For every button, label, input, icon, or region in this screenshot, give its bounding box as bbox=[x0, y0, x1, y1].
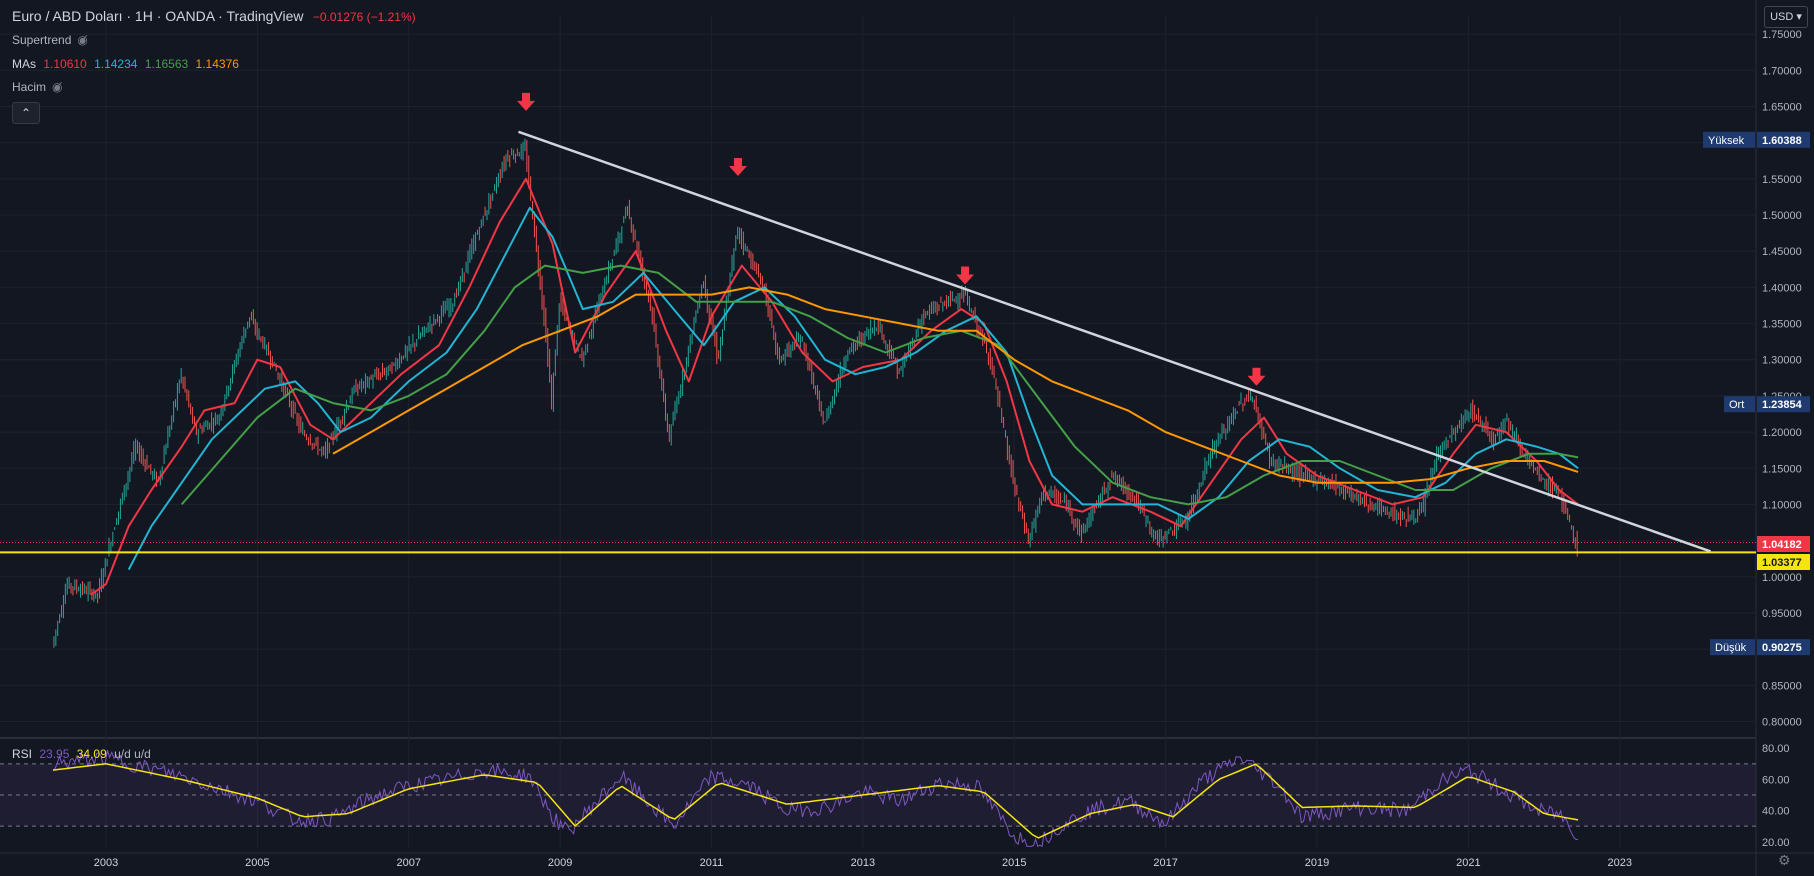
price-change: −0.01276 (−1.21%) bbox=[312, 10, 416, 24]
price-label-box bbox=[1757, 639, 1810, 656]
price-label-tag bbox=[1710, 639, 1755, 656]
rsi-line bbox=[52, 750, 1579, 848]
y-tick-label: 1.00000 bbox=[1762, 572, 1802, 584]
price-label-value: 1.60388 bbox=[1762, 135, 1802, 147]
y-tick-label: 1.20000 bbox=[1762, 427, 1802, 439]
price-label-value: 1.03377 bbox=[1762, 557, 1802, 569]
moving-average-3 bbox=[180, 264, 1579, 506]
price-label-tag bbox=[1703, 131, 1755, 148]
price-label-name: Yüksek bbox=[1708, 135, 1745, 147]
x-tick-label: 2009 bbox=[548, 857, 572, 869]
price-label-box bbox=[1757, 554, 1810, 570]
x-tick-label: 2017 bbox=[1153, 857, 1177, 869]
y-tick-label: 1.55000 bbox=[1762, 174, 1802, 186]
price-label-tag bbox=[1724, 396, 1755, 413]
eye-hidden-icon[interactable]: ◉̸ bbox=[52, 80, 63, 94]
down-arrow-marker bbox=[517, 92, 536, 111]
mas-legend[interactable]: MAs 1.10610 1.14234 1.16563 1.14376 bbox=[12, 57, 239, 71]
rsi-legend[interactable]: RSI 23.95 34.09 u/d u/d bbox=[12, 747, 151, 761]
x-tick-label: 2023 bbox=[1608, 857, 1632, 869]
settings-gear-icon[interactable]: ⚙ bbox=[1778, 852, 1791, 868]
symbol-title[interactable]: Euro / ABD Doları · 1H · OANDA · Trading… bbox=[12, 8, 304, 24]
rsi-tick-label: 60.00 bbox=[1762, 774, 1790, 786]
rsi-ma-line bbox=[52, 763, 1579, 839]
y-tick-label: 1.45000 bbox=[1762, 246, 1802, 258]
currency-label: USD bbox=[1770, 11, 1794, 23]
x-tick-label: 2019 bbox=[1305, 857, 1329, 869]
price-label-box bbox=[1757, 131, 1810, 148]
rsi-ma-value: 34.09 bbox=[76, 747, 107, 761]
x-tick-label: 2005 bbox=[245, 857, 269, 869]
rsi-band-fill bbox=[0, 763, 1756, 827]
collapse-legend-button[interactable]: ⌃ bbox=[12, 102, 40, 124]
mas-label: MAs bbox=[12, 57, 36, 71]
y-tick-label: 0.95000 bbox=[1762, 608, 1802, 620]
trendline bbox=[518, 130, 1712, 553]
x-tick-label: 2021 bbox=[1456, 857, 1480, 869]
x-tick-label: 2003 bbox=[94, 857, 118, 869]
rsi-tick-label: 40.00 bbox=[1762, 806, 1790, 818]
down-arrow-marker bbox=[1247, 367, 1266, 386]
y-tick-label: 1.75000 bbox=[1762, 29, 1802, 41]
x-tick-label: 2015 bbox=[1002, 857, 1026, 869]
rsi-value: 23.95 bbox=[39, 747, 70, 761]
price-label-name: Düşük bbox=[1715, 642, 1747, 654]
hacim-label: Hacim bbox=[12, 80, 47, 94]
currency-button[interactable]: USD ▾ bbox=[1764, 6, 1808, 28]
supertrend-label: Supertrend bbox=[12, 33, 72, 47]
ma3-value: 1.16563 bbox=[144, 57, 189, 71]
y-tick-label: 1.40000 bbox=[1762, 282, 1802, 294]
symbol-legend: Euro / ABD Doları · 1H · OANDA · Trading… bbox=[12, 8, 416, 24]
price-label-box bbox=[1757, 396, 1810, 413]
moving-average-2 bbox=[127, 206, 1579, 571]
supertrend-legend[interactable]: Supertrend ◉̸ bbox=[12, 33, 88, 47]
moving-average-4 bbox=[332, 286, 1579, 484]
y-tick-label: 0.80000 bbox=[1762, 717, 1802, 729]
y-tick-label: 1.65000 bbox=[1762, 101, 1802, 113]
hacim-legend[interactable]: Hacim ◉̸ bbox=[12, 80, 63, 94]
y-tick-label: 1.35000 bbox=[1762, 319, 1802, 331]
moving-average-1 bbox=[90, 177, 1579, 596]
rsi-label: RSI bbox=[12, 747, 33, 761]
y-tick-label: 1.10000 bbox=[1762, 499, 1802, 511]
price-label-value: 1.23854 bbox=[1762, 399, 1803, 411]
y-tick-label: 1.50000 bbox=[1762, 210, 1802, 222]
y-tick-label: 1.70000 bbox=[1762, 65, 1802, 77]
price-label-value: 0.90275 bbox=[1762, 642, 1802, 654]
rsi-tick-label: 80.00 bbox=[1762, 743, 1790, 755]
ma1-value: 1.10610 bbox=[43, 57, 87, 71]
ma4-value: 1.14376 bbox=[195, 57, 239, 71]
y-tick-label: 0.85000 bbox=[1762, 680, 1802, 692]
price-label-box bbox=[1757, 536, 1810, 552]
ma2-value: 1.14234 bbox=[94, 57, 138, 71]
y-tick-label: 1.15000 bbox=[1762, 463, 1802, 475]
x-tick-label: 2011 bbox=[700, 857, 724, 869]
x-tick-label: 2007 bbox=[396, 857, 420, 869]
eye-hidden-icon[interactable]: ◉̸ bbox=[77, 33, 88, 47]
price-label-value: 1.04182 bbox=[1762, 539, 1802, 551]
rsi-extra: u/d u/d bbox=[114, 747, 151, 761]
x-tick-label: 2013 bbox=[851, 857, 875, 869]
y-tick-label: 1.30000 bbox=[1762, 355, 1802, 367]
down-arrow-marker bbox=[728, 157, 747, 176]
price-label-name: Ort bbox=[1729, 399, 1744, 411]
down-arrow-marker bbox=[956, 266, 975, 285]
rsi-tick-label: 20.00 bbox=[1762, 837, 1790, 849]
